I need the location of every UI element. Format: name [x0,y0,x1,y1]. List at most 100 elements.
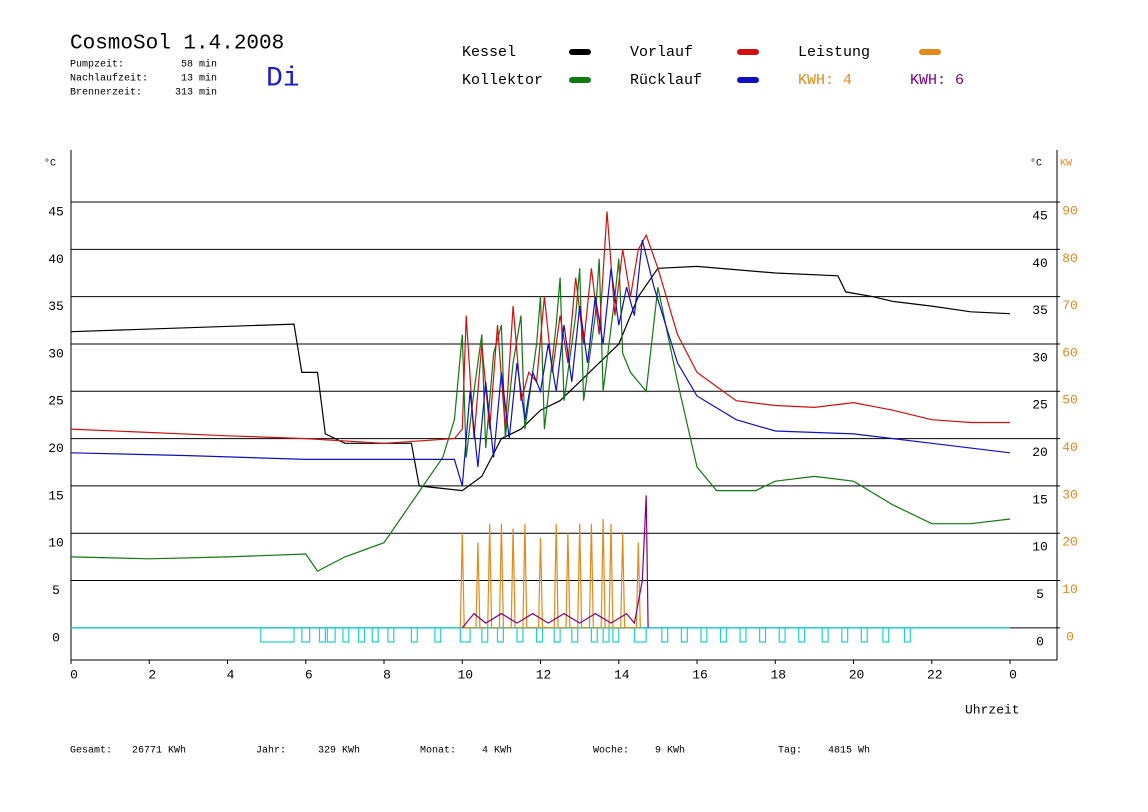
pump-pulse [778,627,786,643]
pump-pulse [516,627,524,643]
series-line [70,211,1010,444]
footer-value: 4815 Wh [828,745,870,757]
y2-tick-label: 20 [1062,535,1078,550]
stat-label: Pumpzeit: [70,59,124,71]
pump-pulse [739,627,747,643]
y-tick-label-right: 35 [1032,303,1048,318]
pump-pulse [301,627,311,643]
pump-pulse [387,627,395,643]
x-tick-label: 18 [770,667,786,682]
title: CosmoSol 1.4.2008 [70,33,284,56]
y-tick-label-right: 0 [1036,634,1044,649]
y-tick-label: 25 [48,394,64,409]
y-tick-label: 45 [48,204,64,219]
series-line [459,518,641,629]
legend-label: Vorlauf [630,44,693,61]
x-tick-label: 2 [148,667,156,682]
stat-value: 13 min [181,73,217,85]
day: Di [266,63,300,94]
x-tick-label: 4 [227,667,235,682]
y-tick-label: 5 [52,583,60,598]
pump-pulse [410,627,418,643]
kwh-label: KWH: 6 [910,72,964,89]
footer-value: 4 KWh [482,745,512,757]
y-tick-label: 40 [48,252,64,267]
series-line [461,495,649,629]
y-tick-label-right: 20 [1032,445,1048,460]
x-tick-label: 0 [1009,667,1017,682]
y2-tick-label: 40 [1062,440,1078,455]
pump-pulse [860,627,868,643]
pump-pulse [633,627,647,643]
pump-pulse [357,627,366,643]
footer-label: Woche: [593,745,629,757]
y2-tick-label: 90 [1062,203,1078,218]
footer-label: Monat: [420,746,456,757]
y2-tick-label: 50 [1062,393,1078,408]
x-tick-label: 20 [849,667,865,682]
stat-value: 58 min [181,59,217,71]
y2-tick-label: 80 [1062,251,1078,266]
x-tick-label: 22 [927,667,943,682]
footer-label: Jahr: [256,745,286,757]
x-tick-label: 0 [70,667,78,682]
stat-value: 313 min [175,87,217,99]
footer-label: Tag: [778,746,802,757]
pump-pulse [719,627,727,643]
footer-label: Gesamt: [70,746,112,757]
y2-axis-label: KW [1060,159,1072,170]
y2-tick-label: 30 [1062,487,1078,502]
pump-pulse [496,627,504,643]
x-tick-label: 14 [614,667,630,682]
series-line [70,239,1011,487]
pump-pulse [434,627,442,643]
kwh-label: KWH: 4 [798,72,852,89]
y-tick-label-right: 25 [1032,398,1048,413]
pump-pulse [571,627,579,643]
x-tick-label: 10 [457,667,473,682]
y-tick-label: 10 [48,536,64,551]
pump-pulse [326,627,336,643]
pump-pulse [318,627,326,643]
pump-pulse [459,627,471,643]
x-tick-label: 16 [692,667,708,682]
footer-value: 9 KWh [655,745,685,757]
footer-value: 329 KWh [318,745,360,757]
stat-label: Nachlaufzeit: [70,73,148,85]
y-tick-label: 0 [52,630,60,645]
pump-pulse [590,627,598,643]
pump-pulse [481,627,489,643]
pump-pulse [798,627,806,643]
pump-pulse [680,627,688,643]
pump-pulse [821,627,829,643]
legend-label: Kessel [462,44,516,61]
y-tick-label-right: 10 [1032,540,1048,555]
pump-pulse [661,627,669,643]
y2-tick-label: 0 [1066,629,1074,644]
pump-pulse [882,627,890,643]
pump-pulse [841,627,849,643]
pump-pulse [371,627,379,643]
y-tick-label-right: 30 [1032,350,1048,365]
y2-tick-label: 70 [1062,298,1078,313]
pump-pulse [602,627,610,643]
pump-pulse [700,627,708,643]
y-tick-label-right: 5 [1036,587,1044,602]
stat-label: Brennerzeit: [70,87,142,99]
y-tick-label: 35 [48,299,64,314]
y-tick-label: 30 [48,346,64,361]
x-axis-label: Uhrzeit [965,702,1020,717]
pump-pulse [903,627,911,643]
pump-pulse [759,627,767,643]
legend-label: Leistung [798,44,870,61]
pump-pulse [612,627,620,643]
legend-label: Rücklauf [630,72,702,89]
series-line [70,258,1011,572]
y-tick-label: 15 [48,488,64,503]
x-tick-label: 8 [383,667,391,682]
y2-tick-label: 60 [1062,345,1078,360]
x-tick-label: 6 [305,667,313,682]
y2-unit-label: °C [1030,158,1042,170]
series-line [70,265,1011,492]
